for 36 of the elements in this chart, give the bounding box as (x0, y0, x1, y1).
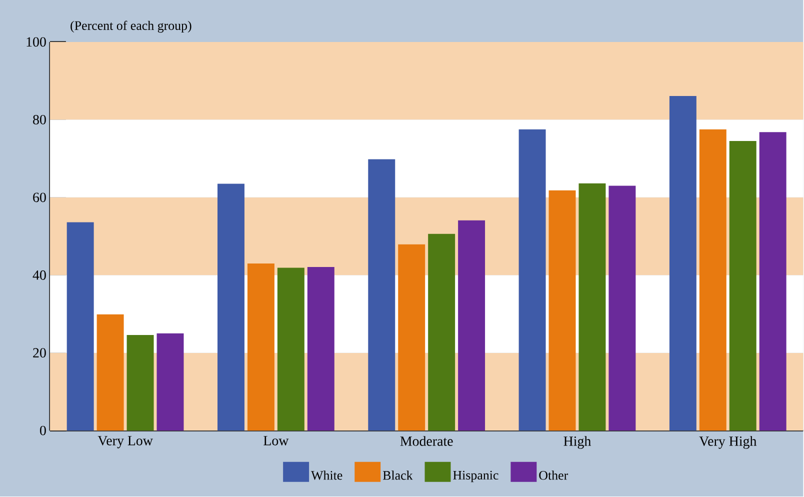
bar (277, 268, 304, 431)
y-tick-label: 0 (40, 426, 46, 436)
bar (578, 184, 606, 431)
x-tick-label: High (564, 436, 591, 450)
y-tick-label: 20 (33, 348, 46, 358)
y-tick-label: 40 (32, 270, 46, 280)
x-tick-label: Very High (699, 436, 757, 450)
y-tick-label: 100 (26, 37, 46, 47)
bar (608, 186, 636, 431)
bar (729, 141, 756, 431)
bar (126, 335, 154, 431)
x-tick-label: Very Low (98, 436, 153, 448)
legend-label: White (311, 470, 342, 480)
bar (699, 130, 726, 431)
legend-label: Black (382, 470, 413, 480)
y-tick-label: 80 (33, 115, 46, 125)
bar (669, 96, 696, 431)
bar (548, 190, 576, 431)
y-tick-label: 60 (33, 192, 46, 202)
x-tick-label: Low (264, 436, 289, 446)
bar (428, 234, 456, 431)
bar (217, 184, 244, 431)
y-axis-title: (Percent of each group) (70, 20, 192, 33)
legend-label: Hispanic (453, 471, 498, 482)
bar (247, 264, 274, 431)
bar (398, 244, 426, 431)
bar (307, 267, 334, 431)
bar (96, 314, 124, 431)
bar (518, 130, 546, 431)
bar (759, 132, 786, 431)
bar (458, 220, 486, 431)
bar (156, 334, 184, 431)
x-tick-label: Moderate (400, 436, 453, 446)
legend-label: Other (539, 470, 568, 480)
bar (66, 222, 94, 431)
bar (368, 160, 396, 431)
